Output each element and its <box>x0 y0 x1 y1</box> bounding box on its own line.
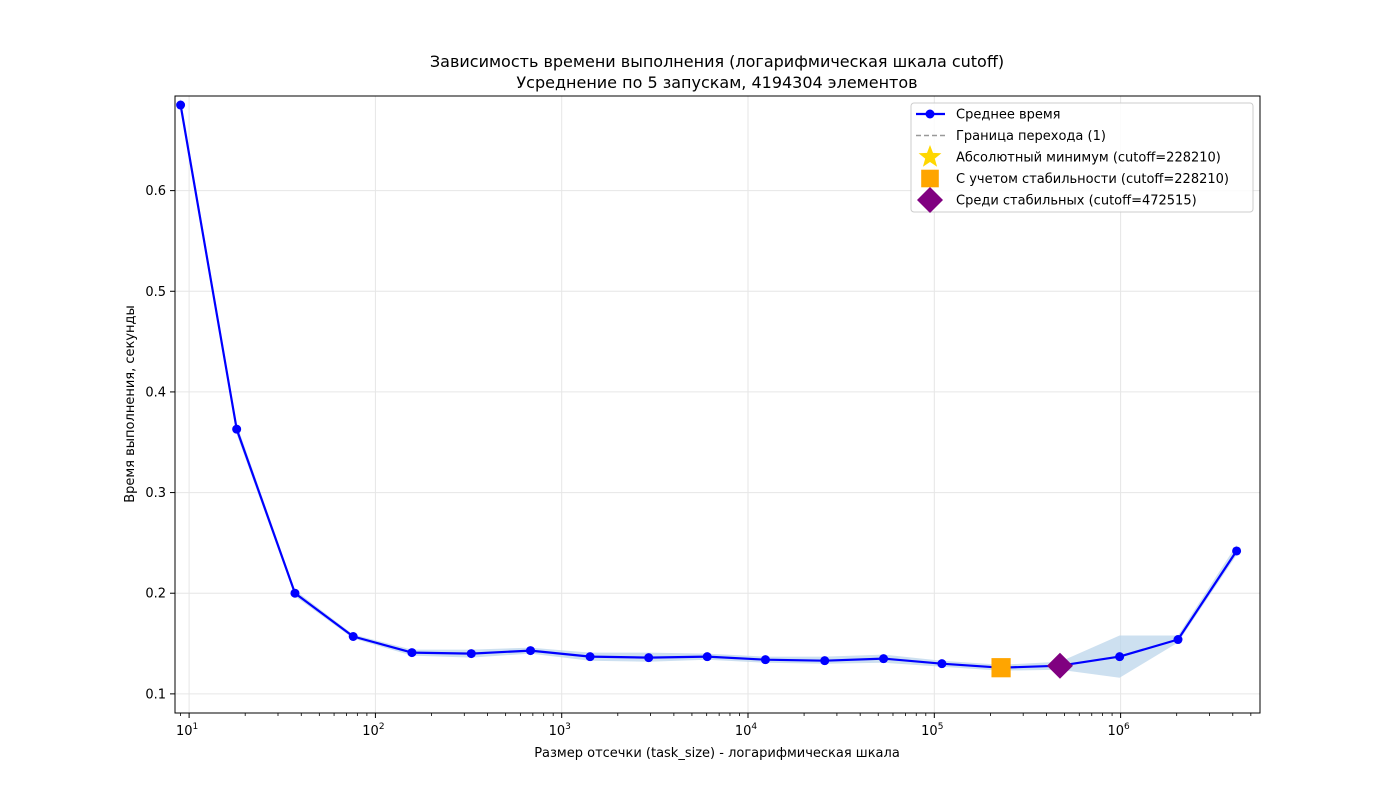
plot-frame <box>174 95 1261 714</box>
y-tick-label: 0.5 <box>145 285 166 300</box>
data-point <box>644 653 654 663</box>
grid <box>175 96 1260 713</box>
marker-square <box>991 658 1011 678</box>
data-point <box>290 588 300 598</box>
y-axis-ticks: 0.1 0.2 0.3 0.4 0.5 0.6 <box>145 184 175 702</box>
data-point <box>879 654 889 664</box>
x-tick-label: 103 <box>549 722 571 739</box>
legend-label: Абсолютный минимум (cutoff=228210) <box>956 151 1221 166</box>
series-points <box>176 100 1242 673</box>
data-point <box>1232 546 1242 556</box>
chart-title: Зависимость времени выполнения (логарифм… <box>430 52 1004 71</box>
y-axis-label: Время выполнения, секунды <box>123 305 138 503</box>
chart-subtitle: Усреднение по 5 запускам, 4194304 элемен… <box>516 73 917 92</box>
data-point <box>702 652 712 662</box>
data-point <box>466 649 476 659</box>
data-point <box>348 632 358 642</box>
x-tick-label: 104 <box>735 722 758 739</box>
legend-star-icon <box>918 145 942 167</box>
data-point <box>760 655 770 665</box>
data-point <box>176 100 186 110</box>
data-point <box>526 646 536 656</box>
legend: Среднее время Граница перехода (1) Абсолют… <box>910 102 1254 213</box>
x-tick-label: 106 <box>1107 722 1130 739</box>
y-tick-label: 0.1 <box>145 687 166 702</box>
legend-diamond-icon <box>917 187 943 213</box>
y-tick-label: 0.4 <box>145 385 166 400</box>
x-tick-label: 101 <box>176 722 198 739</box>
marker-diamond <box>1046 652 1073 679</box>
legend-label: Среди стабильных (cutoff=472515) <box>956 194 1197 209</box>
data-point <box>232 424 242 434</box>
x-tick-label: 102 <box>362 722 384 739</box>
legend-square-icon <box>921 169 939 188</box>
legend-point-icon <box>925 109 935 119</box>
data-point <box>1173 635 1183 645</box>
x-axis-ticks: 101 102 103 104 105 106 <box>176 713 1252 739</box>
data-point <box>585 652 595 662</box>
legend-label: Граница перехода (1) <box>956 129 1106 144</box>
highlight-markers <box>991 652 1073 679</box>
y-tick-label: 0.6 <box>145 184 166 199</box>
x-tick-label: 105 <box>921 722 943 739</box>
y-tick-label: 0.2 <box>145 587 166 602</box>
legend-label: С учетом стабильности (cutoff=228210) <box>956 172 1229 187</box>
y-tick-label: 0.3 <box>145 486 166 501</box>
data-point <box>1115 652 1125 662</box>
data-point <box>937 659 947 669</box>
legend-label: Среднее время <box>956 108 1060 123</box>
x-axis-label: Размер отсечки (task_size) - логарифмиче… <box>534 746 900 761</box>
data-point <box>407 648 417 658</box>
data-point <box>820 656 830 666</box>
legend-box <box>910 102 1254 213</box>
